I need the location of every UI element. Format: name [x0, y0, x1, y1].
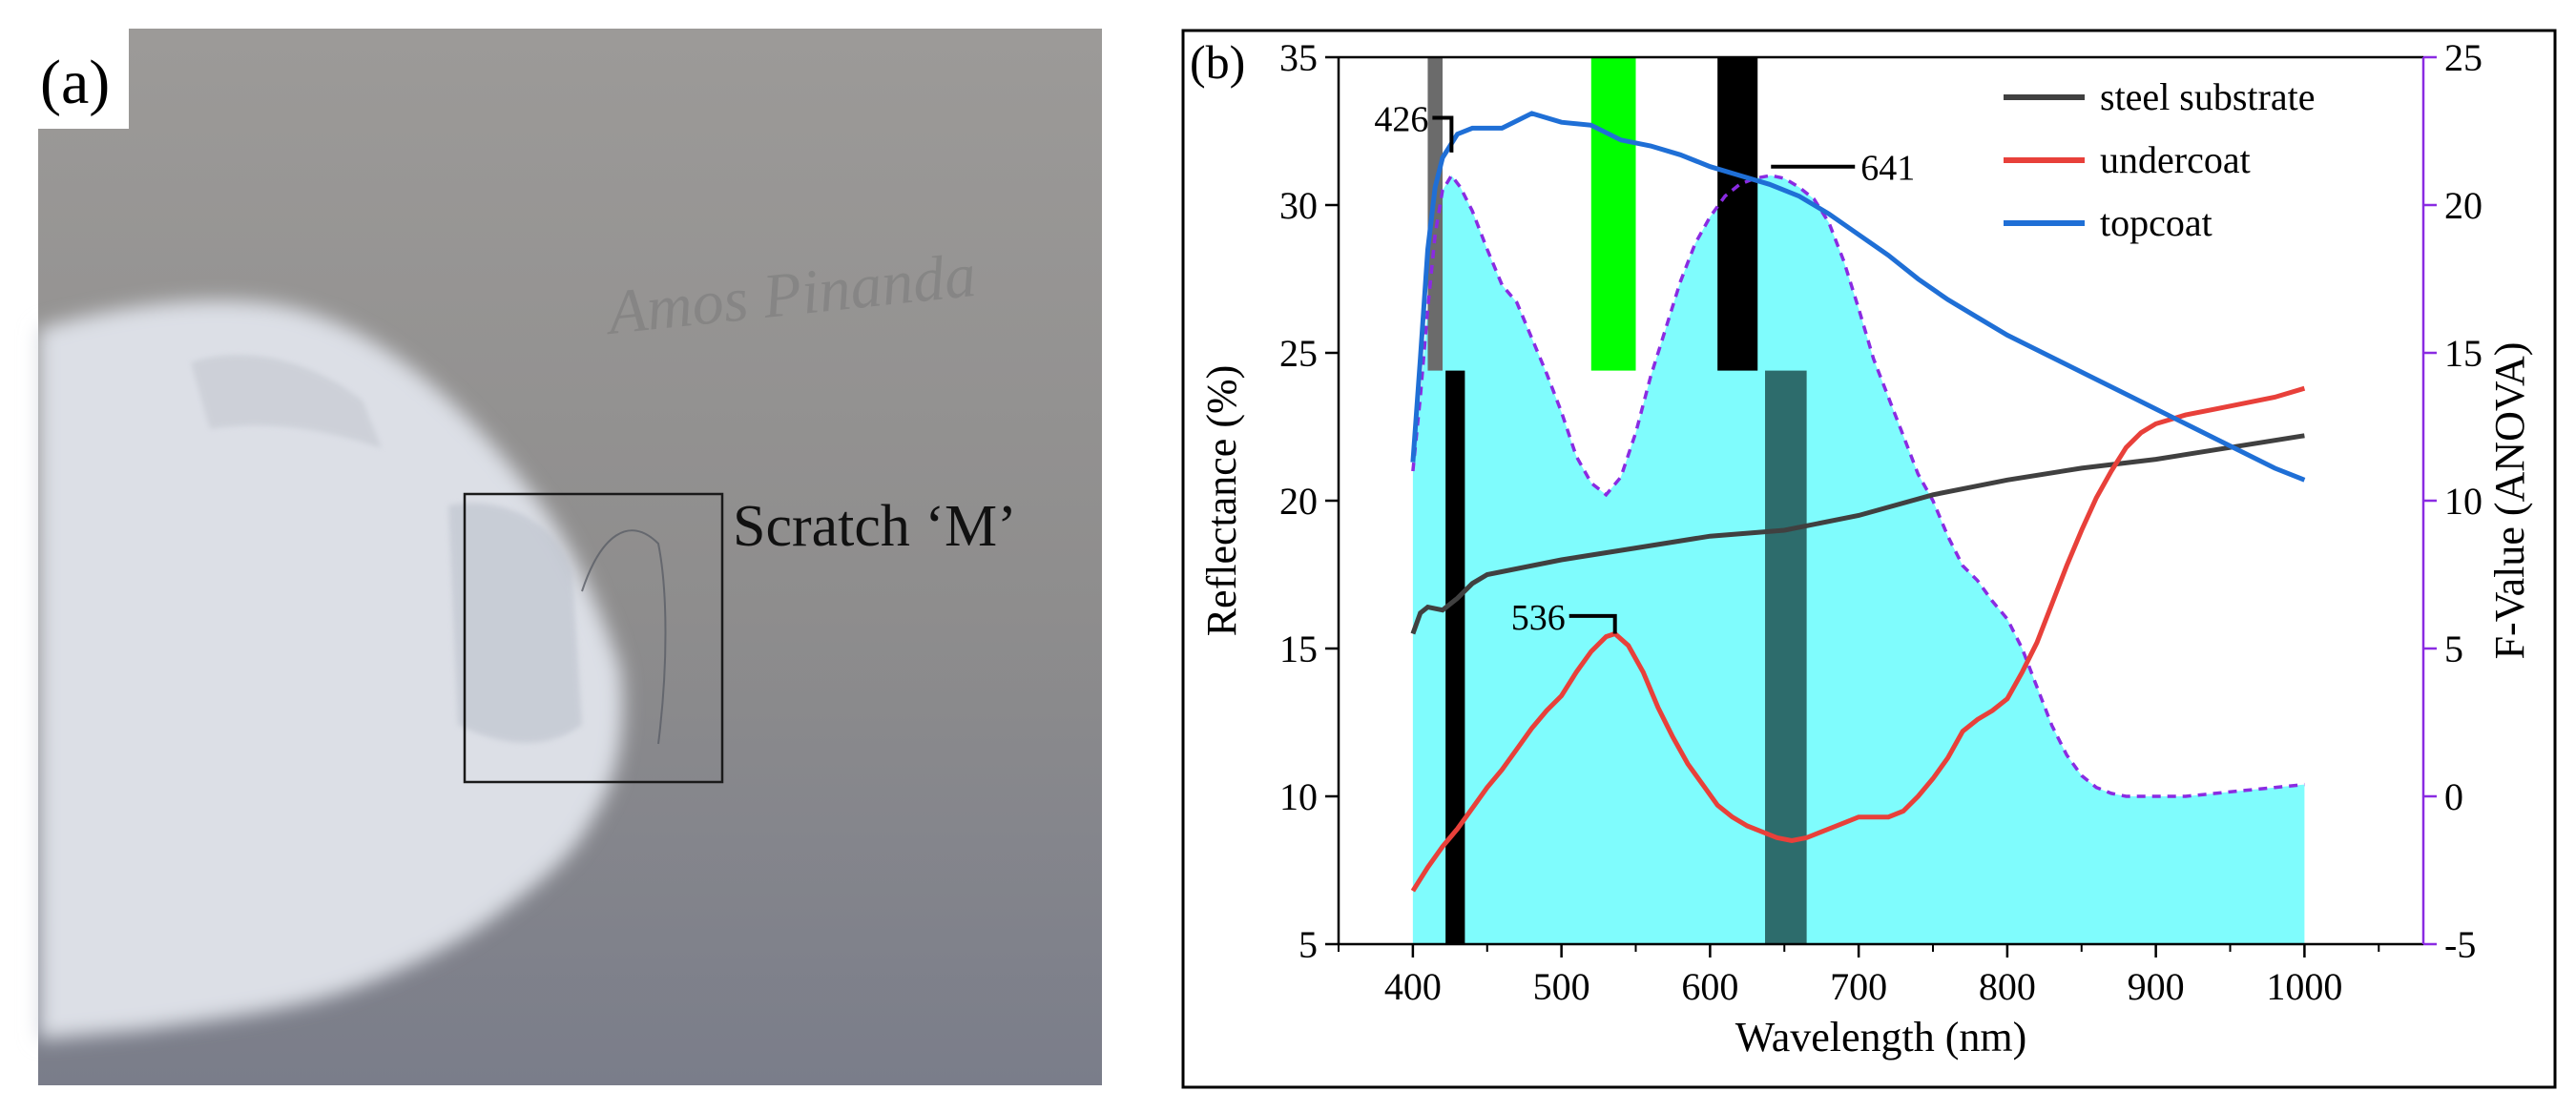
y-tick-label: 25 [1279, 332, 1318, 375]
x-tick-label: 800 [1979, 965, 2036, 1008]
y-tick-label: 20 [1279, 480, 1318, 523]
annotation-426-leader [1432, 115, 1454, 153]
scratch-frame [463, 492, 724, 784]
x-tick-label: 600 [1681, 965, 1738, 1008]
band-3 [1717, 57, 1758, 371]
primer-streaks [191, 355, 382, 448]
panel-b-label-bg [1186, 34, 1257, 90]
panel-a-label-bg [38, 29, 129, 129]
fvalue-line [1411, 172, 2305, 798]
primer-region [38, 299, 623, 1040]
y2-tick-label: -5 [2444, 923, 2476, 966]
y2-tick-label: 15 [2444, 332, 2483, 375]
photo-panel: Amos Pinanda (a) Scratch ‘M’ [38, 29, 1102, 1085]
y2-tick-label: 10 [2444, 480, 2483, 523]
x-tick-label: 500 [1533, 965, 1590, 1008]
panel-a-label: (a) [40, 48, 110, 117]
y2-tick-label: 0 [2444, 775, 2463, 818]
legend-label-3: topcoat [2100, 201, 2212, 244]
y-tick-label: 35 [1279, 36, 1318, 79]
scratch-annotation: Scratch ‘M’ [733, 494, 1017, 559]
scratch-m [581, 529, 667, 745]
y2-tick-label: 20 [2444, 184, 2483, 227]
undercoat-line [1410, 385, 2306, 893]
x-tick-label: 400 [1384, 965, 1442, 1008]
y-tick-label: 30 [1279, 184, 1318, 227]
y-axis-label: Reflectance (%) [1198, 365, 1245, 637]
y-tick-label: 5 [1298, 923, 1318, 966]
y-tick-label: 15 [1279, 628, 1318, 670]
y-tick-label: 10 [1279, 775, 1318, 818]
y2-axis-label: F-Value (ANOVA) [2486, 342, 2533, 660]
scratched-area [448, 503, 582, 743]
band-5 [1765, 370, 1807, 945]
legend-label-1: steel substrate [2100, 75, 2316, 118]
annotation-536-leader [1568, 613, 1617, 634]
band-4 [1445, 370, 1465, 945]
fvalue-area [1412, 175, 2305, 944]
y2-tick-label: 5 [2444, 628, 2463, 670]
x-axis-label: Wavelength (nm) [1735, 1014, 2027, 1061]
panel-b-label: (b) [1190, 35, 1245, 89]
band-1 [1427, 57, 1444, 371]
x-tick-label: 900 [2128, 965, 2185, 1008]
annotation-426: 426 [1374, 100, 1428, 140]
legend-label-2: undercoat [2100, 138, 2251, 181]
annotation-536: 536 [1511, 598, 1566, 638]
steel-substrate-line [1410, 433, 2305, 635]
annotation-641: 641 [1860, 149, 1915, 189]
band-2 [1590, 57, 1636, 371]
x-tick-label: 1000 [2266, 965, 2342, 1008]
topcoat-line [1410, 111, 2306, 483]
chart-panel: 400 500 600 700 800 900 1000 5 10 15 20 25 30 35 -5 0 5 1… [1181, 29, 2557, 1089]
x-tick-label: 700 [1830, 965, 1887, 1008]
y2-tick-label: 25 [2444, 36, 2483, 79]
